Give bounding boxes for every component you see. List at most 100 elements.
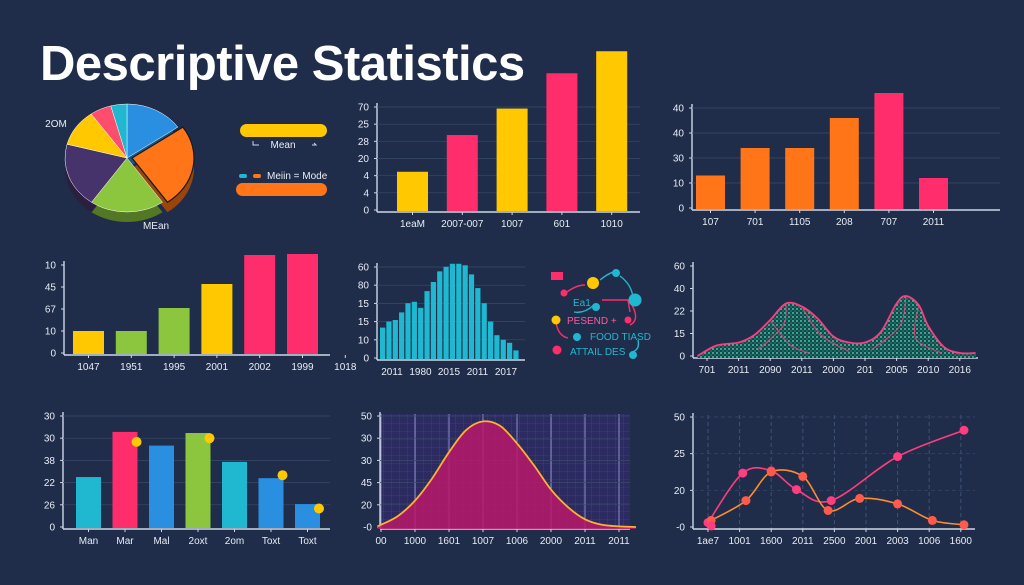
area-chart-5: 0 15 22 40 60 701 2011 2090 2011 2000 201 2005 2010 2… — [674, 262, 978, 376]
diagram-label: PESEND + — [567, 316, 617, 327]
pie-slice — [91, 157, 163, 213]
y-tick-label: -0 — [363, 523, 372, 534]
x-tick-label: 2003 — [886, 536, 909, 547]
x-tick-label: Man — [79, 536, 98, 547]
x-tick-label: 2011 — [792, 536, 814, 547]
x-tick-label: 1600 — [760, 536, 783, 547]
x-tick-label: 2090 — [759, 365, 782, 376]
bar — [287, 254, 318, 354]
x-tick-label: Toxt — [262, 536, 281, 547]
x-tick-label: 2001 — [855, 536, 878, 547]
bar — [449, 263, 456, 359]
node-circle — [587, 277, 599, 289]
x-tick-label: 1000 — [404, 536, 427, 547]
y-tick-label: 0 — [679, 352, 685, 363]
x-tick-label: 2010 — [917, 365, 940, 376]
y-tick-label: 60 — [358, 263, 370, 274]
x-tick-label: 1007 — [472, 536, 495, 547]
diagram-label: ATTAIL DES — [570, 347, 626, 358]
y-tick-label: 20 — [358, 154, 370, 165]
data-point — [826, 496, 836, 506]
y-tick-label: 4 — [363, 188, 369, 199]
x-tick-label: 1007 — [501, 219, 524, 230]
data-point — [927, 515, 937, 525]
x-tick-label: 1010 — [601, 219, 624, 230]
x-tick-label: 2000 — [540, 536, 563, 547]
bar — [295, 504, 320, 528]
bar — [475, 288, 481, 359]
bar — [443, 266, 449, 359]
node-circle — [552, 345, 562, 355]
bar — [596, 51, 628, 211]
y-tick-label: 28 — [358, 137, 370, 148]
y-tick-label: -0 — [676, 523, 685, 534]
x-tick-label: 2011 — [574, 536, 596, 547]
legend: Mean Meiin = Mode — [236, 124, 328, 196]
mean-legend-label: Mean — [270, 140, 295, 151]
data-point — [791, 485, 801, 495]
density-curve — [697, 295, 976, 357]
bar — [785, 148, 815, 209]
bar-chart-6: 0 26 22 38 30 30 Man Mar Mal 2oxt 2om Toxt Toxt — [44, 412, 330, 547]
mean-legend-bar — [240, 124, 327, 137]
y-tick-label: 22 — [674, 307, 686, 318]
y-tick-label: 0 — [363, 206, 369, 217]
y-tick-label: 45 — [361, 478, 373, 489]
node-square — [551, 272, 563, 280]
x-tick-label: 1001 — [728, 536, 751, 547]
series-line-0 — [707, 429, 965, 524]
bar — [258, 478, 284, 528]
x-tick-label: 2005 — [885, 365, 908, 376]
bracket-icon — [252, 141, 318, 146]
y-tick-label: 0 — [678, 204, 684, 215]
bar-chart-4: 0 10 15 15 80 60 2011 1980 2015 2011 2017 — [358, 263, 525, 378]
x-tick-label: 2011 — [728, 365, 750, 376]
x-tick-label: Mar — [116, 536, 134, 547]
y-tick-label: 0 — [50, 349, 56, 360]
bar — [829, 118, 859, 209]
bar — [397, 171, 428, 211]
bar — [392, 320, 398, 359]
pie-slice — [64, 143, 128, 203]
data-point — [959, 425, 969, 435]
y-tick-label: 30 — [44, 434, 56, 445]
median-mode-legend-label: Meiin = Mode — [267, 171, 328, 182]
x-tick-label: 2000 — [822, 365, 845, 376]
data-point — [706, 521, 716, 531]
node-circle — [612, 269, 620, 277]
x-tick-label: 2017 — [495, 367, 518, 378]
node-circle — [573, 333, 581, 341]
y-tick-label: 38 — [44, 456, 56, 467]
x-tick-label: 2002 — [249, 362, 272, 373]
y-tick-label: 26 — [44, 500, 56, 511]
x-tick-label: 208 — [836, 217, 853, 228]
data-point — [893, 499, 903, 509]
x-tick-label: 701 — [699, 365, 716, 376]
y-tick-label: 4 — [363, 171, 369, 182]
bar — [424, 291, 430, 359]
x-tick-label: Toxt — [298, 536, 317, 547]
x-tick-label: 1601 — [438, 536, 461, 547]
bar — [446, 135, 478, 211]
y-tick-label: 22 — [44, 478, 56, 489]
x-tick-label: 2500 — [823, 536, 846, 547]
x-tick-label: 601 — [554, 219, 571, 230]
bar — [76, 477, 101, 528]
marker-point — [277, 470, 288, 481]
x-tick-label: 701 — [747, 217, 764, 228]
data-point — [798, 471, 808, 481]
pie-slice — [110, 103, 128, 159]
area-chart-7: -0 20 45 30 30 50 00 1000 1601 1007 1006 2000 2011 20… — [361, 412, 637, 547]
bar — [513, 350, 519, 359]
y-tick-label: 10 — [673, 179, 685, 190]
y-tick-label: 40 — [673, 104, 685, 115]
node-circle — [629, 351, 637, 359]
x-tick-label: 1006 — [918, 536, 941, 547]
data-point — [823, 506, 833, 515]
data-point — [959, 520, 969, 530]
bar — [386, 321, 392, 359]
x-tick-label: 1951 — [120, 362, 143, 373]
bar — [468, 274, 475, 359]
bar — [73, 331, 104, 354]
median-mode-legend-bar — [236, 183, 327, 196]
